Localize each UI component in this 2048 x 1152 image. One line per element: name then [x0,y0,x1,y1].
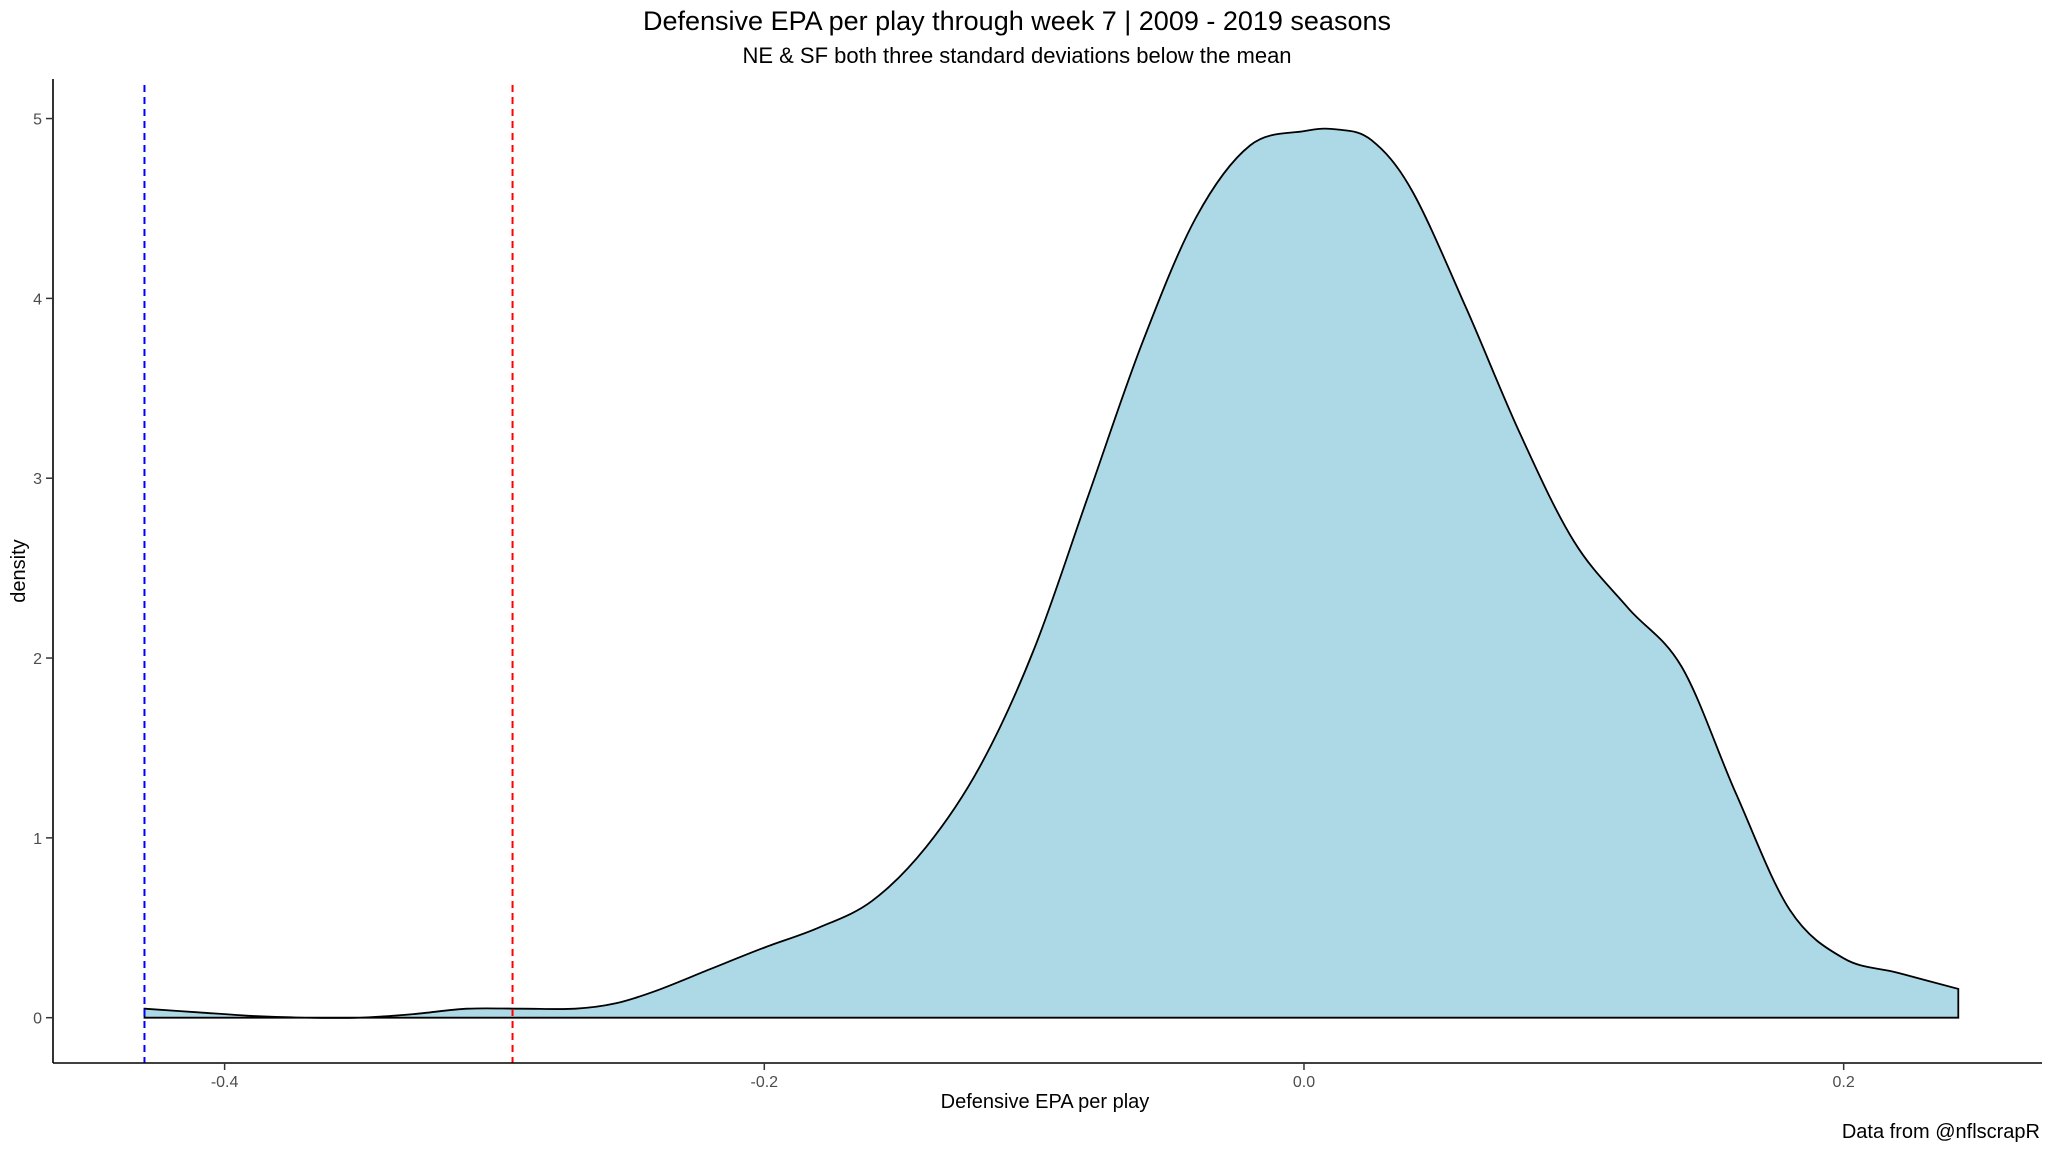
x-tick-label: -0.4 [211,1074,239,1091]
y-tick-label: 3 [33,471,42,488]
chart-caption: Data from @nflscrapR [1842,1121,2040,1143]
density-area [143,127,1960,1019]
y-axis-ticks: 0 1 2 3 4 5 [33,112,53,1028]
x-axis-title: Defensive EPA per play [941,1091,1150,1113]
y-tick-label: 1 [33,831,42,848]
y-tick-label: 5 [33,112,42,129]
y-axis-title: density [8,539,30,602]
y-tick-label: 2 [33,651,42,668]
chart-subtitle: NE & SF both three standard deviations b… [742,43,1291,68]
x-axis-ticks: -0.4 -0.2 0.0 0.2 [211,1063,1855,1091]
x-tick-label: -0.2 [751,1074,779,1091]
plot-area [143,85,1960,1063]
chart-title: Defensive EPA per play through week 7 | … [643,6,1391,36]
y-tick-label: 4 [33,291,42,308]
y-tick-label: 0 [33,1011,42,1028]
x-tick-label: 0.0 [1293,1074,1315,1091]
x-tick-label: 0.2 [1833,1074,1855,1091]
